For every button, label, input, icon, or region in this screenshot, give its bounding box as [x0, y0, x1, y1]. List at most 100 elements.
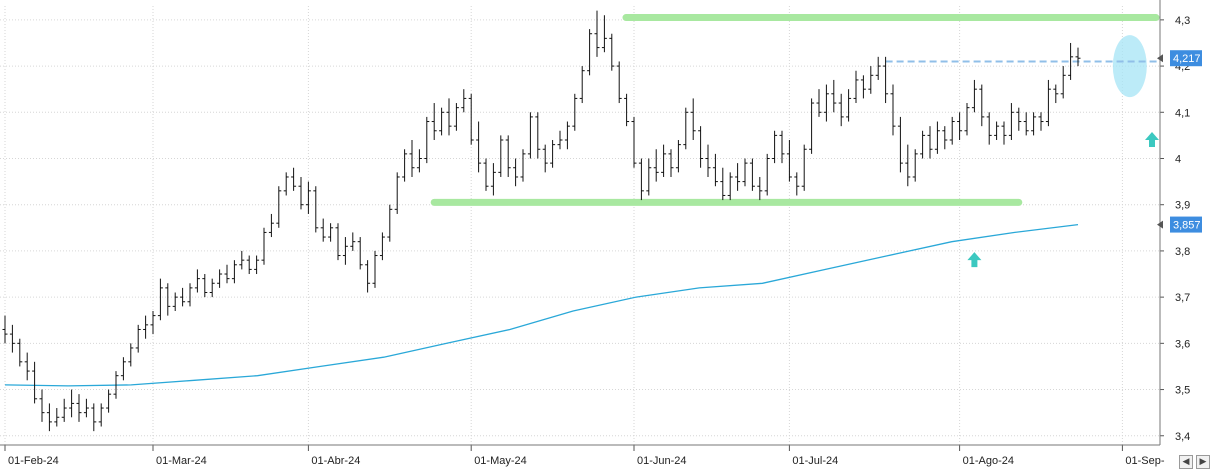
ohlc-bar	[735, 163, 741, 191]
ohlc-bar	[853, 70, 859, 104]
axes: 3,43,53,63,73,83,944,14,24,301-Feb-24 01-…	[0, 0, 1202, 467]
ohlc-bar	[564, 121, 570, 150]
ohlc-bar	[1023, 112, 1029, 136]
ohlc-bar	[202, 274, 208, 298]
ohlc-bar	[187, 283, 193, 307]
ohlc-bar	[527, 112, 533, 159]
moving-average-line	[4, 223, 1079, 387]
y-tick-label: 4	[1175, 153, 1181, 165]
ohlc-bar	[150, 310, 156, 335]
ohlc-bar	[490, 163, 496, 196]
ohlc-bar	[860, 75, 866, 99]
moving-average-badge-box	[1170, 216, 1202, 233]
ohlc-bar	[675, 140, 681, 173]
ohlc-bar	[106, 389, 112, 413]
ohlc-bar	[690, 98, 696, 141]
x-tick-label: 01-Sep-	[1125, 455, 1164, 467]
ohlc-bar	[513, 158, 519, 187]
x-tick-label: 01-Abr-24	[311, 455, 360, 467]
ohlc-bar	[76, 394, 82, 422]
ohlc-bar	[387, 204, 393, 242]
ohlc-bar	[964, 103, 970, 136]
ohlc-bar	[616, 61, 622, 104]
ohlc-bar	[254, 255, 260, 275]
ohlc-bar	[609, 33, 615, 71]
ohlc-bar	[98, 403, 104, 427]
ohlc-bar	[579, 66, 585, 104]
ohlc-bar	[357, 237, 363, 270]
y-tick-label: 3,8	[1175, 246, 1190, 258]
ohlc-bar	[727, 172, 733, 201]
ohlc-bar	[17, 338, 23, 367]
x-tick-label: 01-May-24	[474, 455, 527, 467]
ohlc-bar	[957, 112, 963, 141]
ohlc-bar	[113, 371, 119, 399]
ohlc-bar	[468, 93, 474, 145]
ohlc-bar	[498, 135, 504, 177]
ohlc-bar	[587, 29, 593, 76]
ohlc-bar	[875, 56, 881, 80]
ohlc-bar	[172, 292, 178, 311]
ohlc-bar	[46, 403, 52, 432]
ohlc-bar	[557, 130, 563, 150]
ohlc-bar	[283, 172, 289, 196]
ohlc-bar	[668, 149, 674, 177]
ohlc-bar	[209, 278, 215, 298]
ohlc-bar	[624, 93, 630, 127]
ohlc-bar	[224, 264, 230, 284]
ohlc-bar	[83, 398, 89, 418]
ohlc-bar	[505, 135, 511, 177]
ohlc-bar	[979, 84, 985, 127]
ohlc-bar	[32, 361, 38, 404]
ohlc-bar	[698, 126, 704, 168]
ohlc-bar	[372, 250, 378, 288]
ohlc-bar	[809, 98, 815, 154]
ohlc-bar	[335, 223, 341, 261]
ohlc-bar	[631, 116, 637, 168]
ohlc-bar	[461, 89, 467, 113]
ohlc-bar	[846, 89, 852, 122]
ohlc-bar	[217, 269, 223, 288]
ohlc-bar	[1001, 121, 1007, 145]
x-tick-label: 01-Ago-24	[963, 455, 1014, 467]
ohlc-bar	[261, 227, 267, 265]
y-tick-label: 3,5	[1175, 385, 1190, 397]
ohlc-bar	[646, 158, 652, 196]
ohlc-bar	[128, 343, 134, 367]
ohlc-bar	[535, 112, 541, 159]
ohlc-bar	[868, 66, 874, 94]
scroll-left-button[interactable]: ◀	[1179, 455, 1193, 469]
ohlc-bar	[712, 153, 718, 187]
ohlc-bar	[157, 278, 163, 321]
ohlc-bar	[246, 255, 252, 275]
ohlc-bar	[342, 237, 348, 265]
ohlc-bar	[365, 260, 371, 293]
ohlc-bar	[313, 186, 319, 233]
ohlc-bar	[394, 172, 400, 214]
ohlc-bar	[320, 218, 326, 242]
ohlc-bar	[379, 232, 385, 261]
ohlc-bar	[823, 84, 829, 122]
ohlc-bar	[268, 213, 274, 238]
ohlc-bar	[298, 176, 304, 210]
ohlc-bar	[520, 149, 526, 182]
y-tick-label: 3,9	[1175, 200, 1190, 212]
ohlc-bar	[801, 144, 807, 191]
ohlc-bar	[24, 352, 30, 381]
moving-average-badge-pointer	[1157, 220, 1163, 229]
ohlc-bar	[653, 149, 659, 182]
ohlc-bar	[165, 283, 171, 316]
ohlc-bar	[39, 389, 45, 422]
ohlc-bar	[402, 149, 408, 182]
ohlc-bar	[831, 79, 837, 113]
ohlc-bar	[180, 287, 186, 307]
ohlc-bar	[424, 116, 430, 164]
ohlc-bar	[9, 324, 15, 353]
scroll-right-button[interactable]: ▶	[1196, 455, 1210, 469]
ohlc-bar	[601, 15, 607, 53]
ohlc-bar	[779, 130, 785, 164]
moving-average-badge: 3,857	[1157, 216, 1202, 233]
y-tick-label: 3,4	[1175, 431, 1190, 443]
ohlc-bar	[883, 56, 889, 104]
ohlc-bar	[934, 121, 940, 154]
